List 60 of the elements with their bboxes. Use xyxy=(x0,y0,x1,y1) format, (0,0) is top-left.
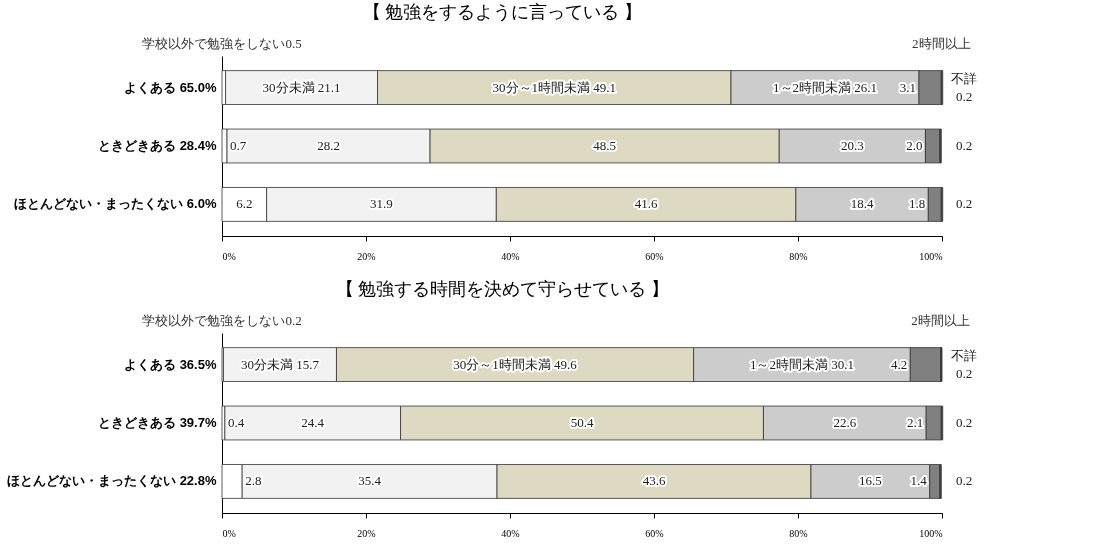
data-label: 24.4 xyxy=(301,415,325,430)
text: 1～2時間未満 26.1 xyxy=(773,79,877,95)
text: 30分～1時間未満 49.6 xyxy=(453,356,577,372)
data-label: 2.0 xyxy=(906,138,923,153)
x-tick-label: 40% xyxy=(501,250,520,262)
data-label: 3.1 xyxy=(899,79,916,95)
data-label: 22.6 xyxy=(833,415,857,430)
data-label: 1.8 xyxy=(909,196,926,212)
text: 30分未満 15.7 xyxy=(240,356,319,372)
text: 学校以外で勉強をしない0.2 xyxy=(142,313,302,328)
x-tick-label: 100% xyxy=(919,527,943,539)
data-label: 0.2 xyxy=(955,196,973,212)
data-label: 16.5 xyxy=(858,473,882,489)
data-label: 4.2 xyxy=(891,356,908,372)
y-tick-label: ときどきある 39.7% xyxy=(98,415,217,430)
data-label: 2.8 xyxy=(245,473,262,489)
x-tick-label: 80% xyxy=(789,527,808,539)
chart-title: 【 勉強する時間を決めて守らせている 】 xyxy=(335,279,669,299)
data-label: 2.1 xyxy=(906,415,924,430)
data-label: 41.6 xyxy=(634,196,658,212)
data-label: 0.2 xyxy=(955,138,973,153)
data-label: 0.4 xyxy=(227,415,245,430)
data-label: 0.2 xyxy=(955,365,973,381)
series-label: 2時間以上 xyxy=(911,313,970,328)
data-label: 0.2 xyxy=(955,473,973,489)
data-label: 35.4 xyxy=(358,473,382,489)
data-label: 0.2 xyxy=(955,88,973,104)
text: 学校以外で勉強をしない0.5 xyxy=(142,36,302,51)
data-label: 50.4 xyxy=(570,415,594,430)
data-label: 28.2 xyxy=(317,138,340,153)
y-tick-label: よくある 65.0% xyxy=(124,79,217,95)
data-label: 0.2 xyxy=(955,415,973,430)
y-tick-label: ときどきある 28.4% xyxy=(98,138,217,153)
text: 1～2時間未満 30.1 xyxy=(749,356,854,372)
data-label: 20.3 xyxy=(840,138,864,153)
data-label: 48.5 xyxy=(593,138,617,153)
x-tick-label: 100% xyxy=(919,250,943,262)
series-label: 2時間以上 xyxy=(912,36,971,51)
data-label: 6.2 xyxy=(236,196,253,212)
text: 30分未満 21.1 xyxy=(262,79,341,95)
series-label: 不詳 xyxy=(951,347,977,363)
data-label: 31.9 xyxy=(370,196,393,212)
y-tick-label: ほとんどない・まったくない 22.8% xyxy=(7,473,217,489)
data-label: 1.4 xyxy=(910,473,928,489)
chart-title: 【 勉強をするように言っている 】 xyxy=(362,2,642,22)
x-tick-label: 80% xyxy=(789,250,808,262)
series-label: 不詳 xyxy=(951,70,977,86)
x-tick-label: 0% xyxy=(222,250,236,262)
data-label: 18.4 xyxy=(850,196,874,212)
x-tick-label: 60% xyxy=(645,527,664,539)
y-tick-label: ほとんどない・まったくない 6.0% xyxy=(14,196,217,212)
x-tick-label: 60% xyxy=(645,250,664,262)
data-label: 43.6 xyxy=(642,473,666,489)
x-tick-label: 20% xyxy=(357,250,376,262)
x-tick-label: 0% xyxy=(222,527,236,539)
x-tick-label: 20% xyxy=(357,527,376,539)
data-label: 0.7 xyxy=(230,138,247,153)
x-tick-label: 40% xyxy=(501,527,520,539)
text: 30分～1時間未満 49.1 xyxy=(492,79,617,95)
y-tick-label: よくある 36.5% xyxy=(124,356,217,372)
